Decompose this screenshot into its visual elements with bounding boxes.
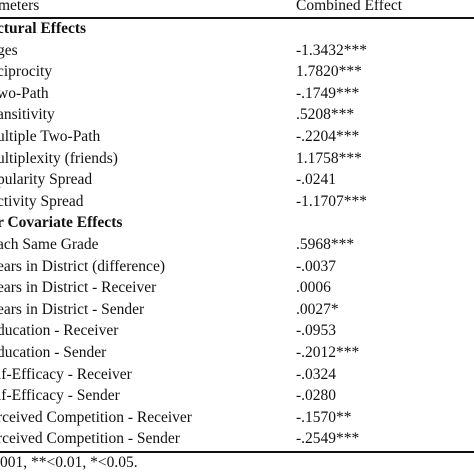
bottom-rule [0, 451, 474, 453]
table-row: ansitivity .5208*** [0, 104, 474, 126]
table-row: ears in District - Receiver .0006 [0, 277, 474, 299]
header-combined-effect: Combined Effect [296, 0, 403, 14]
header-rule [0, 17, 474, 19]
header-parameters: meters [0, 0, 40, 14]
table-row: ultiple Two-Path -.2204*** [0, 126, 474, 148]
parameter-label: ducation - Receiver [0, 322, 119, 340]
combined-effect-value: -.0241 [296, 171, 337, 189]
combined-effect-value: -1.3432*** [296, 41, 368, 59]
combined-effect-value: -.0324 [296, 365, 337, 383]
combined-effect-value: 1.1758*** [296, 149, 362, 167]
combined-effect-value: -.0953 [296, 322, 337, 340]
combined-effect-value: 1.7820*** [296, 63, 362, 81]
table-row: ears in District - Sender .0027* [0, 299, 474, 321]
parameter-label: ultiplexity (friends) [0, 149, 118, 167]
section-header-row: r Covariate Effects [0, 212, 474, 234]
parameter-label: rceived Competition - Receiver [0, 408, 192, 426]
parameter-label: ears in District (difference) [0, 257, 165, 275]
table-row: ducation - Receiver -.0953 [0, 320, 474, 342]
parameter-label: ears in District - Receiver [0, 279, 157, 297]
table-row: ach Same Grade .5968*** [0, 234, 474, 256]
parameter-label: wo-Path [0, 84, 49, 102]
parameter-label: ach Same Grade [0, 236, 99, 253]
table-row: lf-Efficacy - Sender -.0280 [0, 385, 474, 407]
table-row: ears in District (difference) -.0037 [0, 256, 474, 278]
combined-effect-value: .5208*** [296, 106, 355, 124]
combined-effect-value: -.0280 [296, 387, 337, 405]
section-title: ctural Effects [0, 20, 87, 37]
table-row: ultiplexity (friends) 1.1758*** [0, 148, 474, 170]
combined-effect-value: -.0037 [296, 257, 337, 275]
combined-effect-value: .0027* [296, 300, 339, 318]
table-row: rceived Competition - Sender -.2549*** [0, 428, 474, 450]
combined-effect-value: -.1749*** [296, 84, 360, 102]
combined-effect-value: .0006 [296, 279, 331, 297]
parameter-label: ciprocity [0, 63, 53, 81]
significance-footnote: 001, **<0.01, *<0.05. [0, 454, 138, 471]
parameter-label: rceived Competition - Sender [0, 430, 180, 448]
table-row: ducation - Sender -.2012*** [0, 342, 474, 364]
combined-effect-value: -.2204*** [296, 128, 360, 145]
combined-effect-value: -.2549*** [296, 430, 360, 448]
table-row: ges -1.3432*** [0, 40, 474, 62]
table-row: rceived Competition - Receiver -.1570** [0, 407, 474, 429]
parameter-label: lf-Efficacy - Receiver [0, 365, 132, 383]
parameter-label: ges [0, 41, 18, 59]
parameter-label: ultiple Two-Path [0, 128, 101, 145]
table-row: pularity Spread -.0241 [0, 169, 474, 191]
parameter-label: ctivity Spread [0, 192, 84, 210]
table-row: ctivity Spread -1.1707*** [0, 191, 474, 213]
combined-effect-value: -.2012*** [296, 344, 360, 361]
table-row: wo-Path -.1749*** [0, 83, 474, 105]
parameter-label: pularity Spread [0, 171, 93, 189]
combined-effect-value: -1.1707*** [296, 192, 368, 210]
table-row: ciprocity 1.7820*** [0, 61, 474, 83]
combined-effect-value: -.1570** [296, 408, 352, 426]
parameter-label: ducation - Sender [0, 344, 107, 361]
combined-effect-value: .5968*** [296, 236, 355, 253]
table-row: lf-Efficacy - Receiver -.0324 [0, 364, 474, 386]
parameter-label: ears in District - Sender [0, 300, 145, 318]
section-title: r Covariate Effects [0, 214, 123, 232]
table-header-row: meters Combined Effect [0, 0, 474, 17]
parameter-label: lf-Efficacy - Sender [0, 387, 120, 405]
parameter-label: ansitivity [0, 106, 55, 124]
section-header-row: ctural Effects [0, 18, 474, 40]
